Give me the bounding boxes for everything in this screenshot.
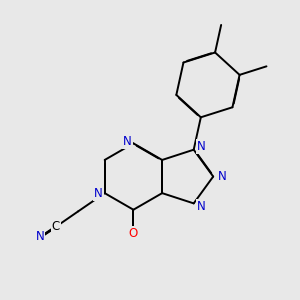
Text: N: N — [36, 230, 44, 243]
Text: C: C — [52, 220, 60, 233]
Text: N: N — [123, 135, 132, 148]
Text: N: N — [196, 200, 206, 213]
Text: N: N — [196, 140, 206, 153]
Text: N: N — [94, 187, 103, 200]
Text: O: O — [129, 227, 138, 240]
Text: N: N — [218, 170, 227, 183]
